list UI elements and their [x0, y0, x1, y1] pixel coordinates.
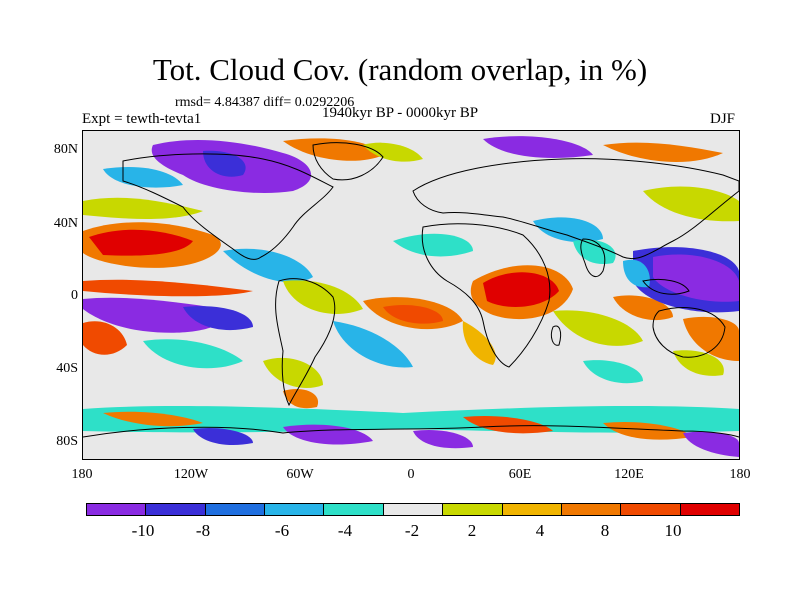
- lon-tick-0: 0: [407, 467, 415, 482]
- colorbar-swatch: [502, 504, 562, 515]
- season-label: DJF: [710, 111, 736, 127]
- colorbar-swatch: [621, 504, 681, 515]
- colorbar-label: 10: [664, 521, 682, 540]
- colorbar: [86, 503, 740, 516]
- colorbar-label: -8: [195, 521, 211, 540]
- colorbar-swatch: [561, 504, 622, 515]
- lon-tick-120e: 120E: [614, 467, 644, 482]
- period-label: 1940kyr BP - 0000kyr BP: [322, 105, 479, 121]
- stats-text: rmsd= 4.84387 diff= 0.0292206: [175, 95, 355, 110]
- colorbar-swatch: [205, 504, 266, 515]
- lat-tick-40S: 40S: [56, 361, 78, 376]
- cloud-cover-map: [82, 130, 740, 460]
- lon-tick-180w: 180: [71, 467, 93, 482]
- colorbar-label: 2: [467, 521, 477, 540]
- coastlines: [83, 142, 739, 438]
- colorbar-swatch: [265, 504, 325, 515]
- anomaly-field: [83, 136, 739, 457]
- lon-tick-180e: 180: [729, 467, 751, 482]
- colorbar-swatch: [146, 504, 206, 515]
- colorbar-label: -6: [274, 521, 290, 540]
- colorbar-label: -4: [337, 521, 353, 540]
- map-svg: [83, 131, 739, 459]
- lat-tick-0: 0: [71, 288, 78, 303]
- lon-tick-60e: 60E: [508, 467, 532, 482]
- colorbar-swatch: [383, 504, 444, 515]
- colorbar-label: -10: [131, 521, 155, 540]
- lat-tick-80S: 80S: [56, 434, 78, 449]
- plot-title: Tot. Cloud Cov. (random overlap, in %): [152, 52, 648, 87]
- lon-tick-60w: 60W: [286, 467, 314, 482]
- colorbar-swatch: [324, 504, 384, 515]
- lat-tick-40N: 40N: [53, 216, 78, 231]
- colorbar-label: 8: [600, 521, 610, 540]
- lon-tick-120w: 120W: [173, 467, 209, 482]
- colorbar-swatch: [87, 504, 147, 515]
- experiment-label: Expt = tewth-tevta1: [82, 111, 202, 127]
- lat-tick-80N: 80N: [53, 142, 78, 157]
- colorbar-label: 4: [535, 521, 545, 540]
- colorbar-swatch: [443, 504, 503, 515]
- colorbar-label: -2: [404, 521, 420, 540]
- colorbar-swatch: [680, 504, 739, 515]
